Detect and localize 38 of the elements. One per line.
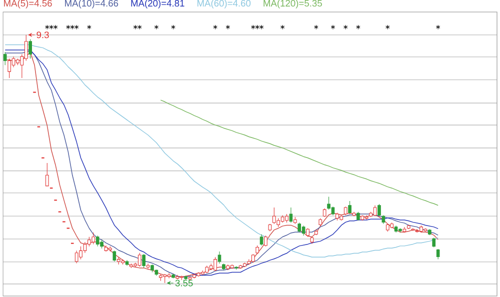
candlestick [96, 235, 100, 247]
candlestick [436, 248, 440, 260]
text: MA(5)=4.56 [4, 0, 52, 8]
candlestick [378, 204, 381, 216]
candlestick [12, 56, 16, 68]
candlestick [3, 52, 7, 66]
text: MA(10)=4.66 [65, 0, 118, 8]
candlestick [83, 242, 87, 254]
text: MA(120)=5.35 [264, 0, 322, 8]
candlestick [373, 205, 377, 216]
candlestick [272, 207, 276, 224]
candlestick [138, 252, 142, 267]
candlestick [74, 250, 78, 264]
candlestick [415, 228, 419, 233]
candlestick [112, 250, 116, 262]
candlestick [218, 251, 222, 264]
text: MA(60)=4.60 [197, 0, 251, 8]
candlestick [302, 225, 306, 236]
text: MA(20)=4.81 [131, 0, 184, 8]
candlestick [88, 236, 91, 247]
candlestick [167, 272, 171, 279]
candlestick [348, 200, 352, 214]
candlestick [289, 207, 293, 223]
candlestick [24, 34, 28, 62]
candlestick [146, 263, 150, 270]
candlestick [432, 237, 436, 248]
candlestick [92, 232, 96, 244]
annotation: 9.3 [36, 32, 49, 38]
candlestick [260, 234, 264, 246]
candlestick [298, 222, 302, 233]
candlestick [28, 38, 32, 59]
annotation: 3.55 [175, 280, 193, 286]
candlestick [8, 58, 11, 78]
candlestick [79, 246, 82, 260]
candlestick [214, 256, 217, 272]
candlestick [264, 235, 268, 247]
candlestick [142, 254, 146, 268]
candlestick [45, 162, 49, 186]
